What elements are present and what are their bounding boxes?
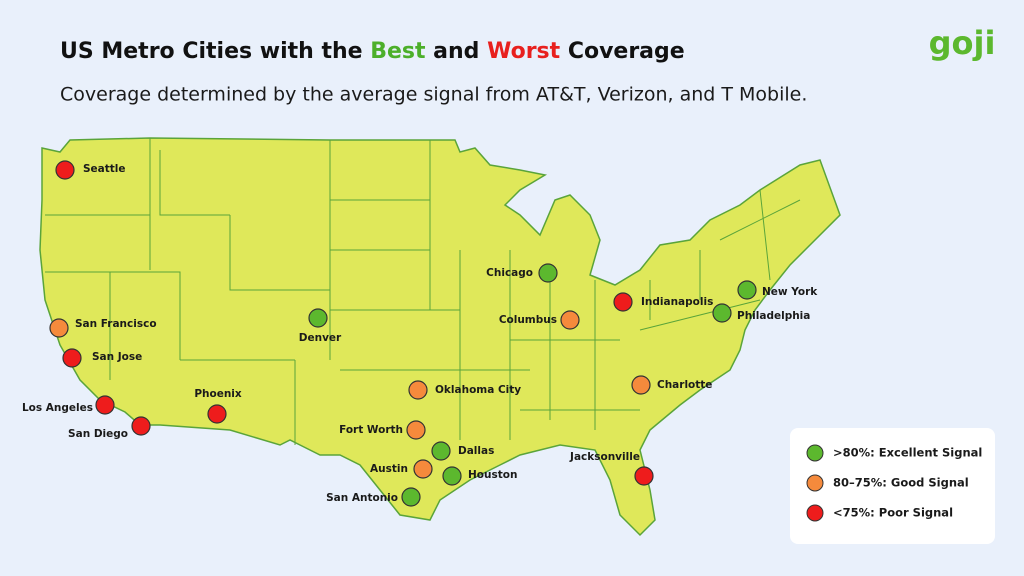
city-marker	[538, 263, 558, 283]
city-label: San Diego	[68, 428, 128, 440]
legend-label: 80–75%: Good Signal	[833, 476, 969, 490]
city-marker	[49, 318, 69, 338]
legend-swatch	[806, 474, 824, 492]
city-label: Jacksonville	[569, 451, 640, 463]
city-marker	[634, 466, 654, 486]
us-outline	[39, 137, 841, 537]
title-part: Coverage	[560, 39, 685, 64]
city-marker	[413, 459, 433, 479]
city-marker	[308, 308, 328, 328]
legend-swatch	[806, 504, 824, 522]
title-part: US Metro Cities with the	[60, 39, 370, 64]
city-label: Los Angeles	[22, 402, 93, 414]
city-label: Oklahoma City	[435, 384, 521, 396]
city-marker	[406, 420, 426, 440]
city-marker	[95, 395, 115, 415]
city-marker	[712, 303, 732, 323]
title-part: and	[426, 39, 488, 64]
state-lines	[45, 138, 801, 445]
city-label: Denver	[299, 332, 342, 344]
city-label: Philadelphia	[737, 310, 810, 322]
city-label: Chicago	[486, 267, 533, 279]
city-label: Seattle	[83, 163, 126, 175]
city-marker	[207, 404, 227, 424]
legend-swatch	[806, 444, 824, 462]
city-marker	[55, 160, 75, 180]
legend-box	[790, 428, 995, 544]
city-marker	[431, 441, 451, 461]
city-marker	[442, 466, 462, 486]
us-map	[39, 137, 841, 537]
title-part: Best	[370, 39, 426, 64]
city-label: San Francisco	[75, 318, 157, 330]
title: US Metro Cities with the Best and Worst …	[60, 39, 685, 64]
city-marker	[560, 310, 580, 330]
city-marker	[631, 375, 651, 395]
city-label: Phoenix	[194, 388, 242, 400]
city-label: Charlotte	[657, 379, 712, 391]
city-label: Fort Worth	[339, 424, 403, 436]
city-marker	[408, 380, 428, 400]
legend-label: <75%: Poor Signal	[833, 506, 953, 520]
city-marker	[62, 348, 82, 368]
city-label: Houston	[468, 469, 517, 481]
city-marker	[613, 292, 633, 312]
subtitle: Coverage determined by the average signa…	[60, 84, 807, 106]
city-label: Austin	[370, 463, 408, 475]
city-label: San Jose	[92, 351, 142, 363]
city-label: Dallas	[458, 445, 494, 457]
city-marker	[401, 487, 421, 507]
logo: goji	[929, 24, 996, 62]
title-part: Worst	[487, 39, 561, 64]
city-marker	[737, 280, 757, 300]
city-label: Columbus	[499, 314, 557, 326]
legend-label: >80%: Excellent Signal	[833, 446, 982, 460]
city-label: Indianapolis	[641, 296, 713, 308]
city-label: San Antonio	[326, 492, 398, 504]
city-label: New York	[762, 286, 818, 298]
city-marker	[131, 416, 151, 436]
